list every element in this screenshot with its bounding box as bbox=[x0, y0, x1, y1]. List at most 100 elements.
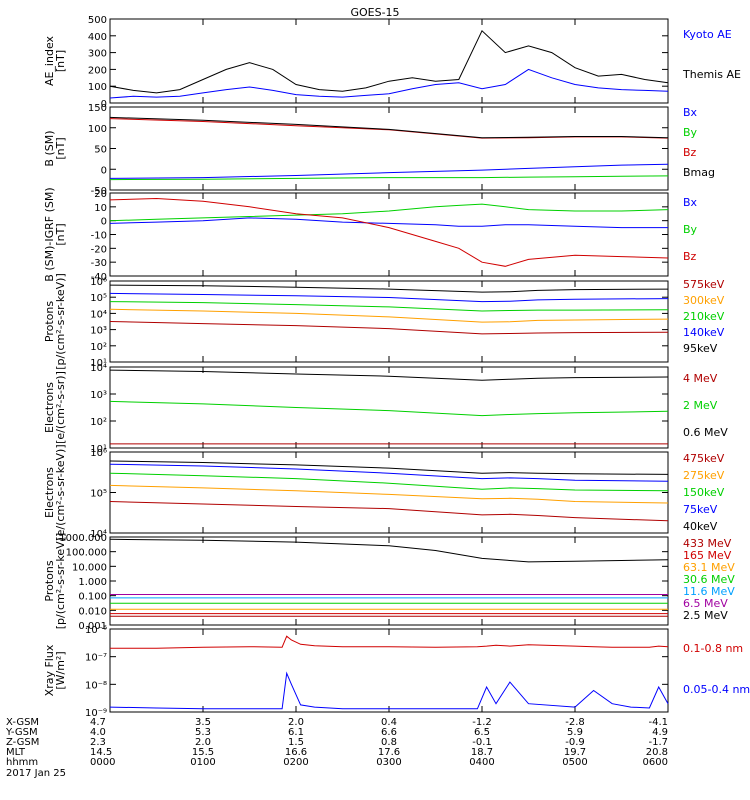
y-tick-label: 10² bbox=[90, 342, 107, 353]
ephemeris-value: 5.3 bbox=[195, 727, 211, 738]
ephemeris-value: 20.8 bbox=[646, 747, 668, 758]
ephemeris-value: 18.7 bbox=[471, 747, 493, 758]
legend-entry: Bmag bbox=[683, 166, 715, 179]
legend-entry: 150keV bbox=[683, 486, 725, 499]
ephemeris-table: X-GSM 4.7 3.5 2.0 0.4 -1.2 -2.8 -4.1 Y-GSM 4.0 5.3… bbox=[5, 717, 668, 768]
y-tick-label: 10¹ bbox=[90, 358, 107, 369]
ephemeris-value: 6.6 bbox=[381, 727, 397, 738]
ephemeris-value: -1.7 bbox=[648, 737, 668, 748]
legend-entry: Bx bbox=[683, 106, 698, 119]
legend-entry: 2.5 MeV bbox=[683, 609, 728, 622]
y-tick-label: 0.001 bbox=[78, 621, 107, 632]
ephemeris-value: 0200 bbox=[283, 757, 308, 768]
y-tick-label: 20 bbox=[94, 189, 107, 200]
legend-entry: 0.6 MeV bbox=[683, 426, 728, 439]
y-tick-label: 0 bbox=[101, 165, 107, 176]
series-line-2-MeV bbox=[109, 400, 669, 417]
y-tick-label: 10⁻⁸ bbox=[85, 680, 107, 691]
ephemeris-value: -0.1 bbox=[472, 737, 492, 748]
y-axis-label: [e/(cm²-s-sr)] bbox=[54, 371, 67, 444]
ephemeris-value: 2.0 bbox=[195, 737, 211, 748]
panel-electrons-kev: 10⁴ 10⁵ 10⁶ Electrons[e/(cm²-s-sr-keV)] 475k… bbox=[43, 444, 725, 540]
series-line-0.05-0.4-nm bbox=[109, 671, 669, 710]
ephemeris-value: 16.6 bbox=[285, 747, 307, 758]
ephemeris-value: 5.9 bbox=[567, 727, 583, 738]
y-axis-label: Protons bbox=[43, 301, 56, 342]
ephemeris-value: 2.0 bbox=[288, 717, 304, 728]
y-axis-label: [p/(cm²-s-sr-keV)] bbox=[54, 273, 67, 370]
y-tick-label: 0.100 bbox=[78, 592, 107, 603]
y-tick-label: 300 bbox=[88, 49, 107, 60]
ephemeris-value: 17.6 bbox=[378, 747, 400, 758]
legend-entry: 63.1 MeV bbox=[683, 561, 735, 574]
legend-entry: By bbox=[683, 126, 698, 139]
panel-frame bbox=[109, 451, 669, 534]
ephemeris-value: 0400 bbox=[469, 757, 494, 768]
y-tick-label: 0.010 bbox=[78, 606, 107, 617]
ephemeris-value: 0.8 bbox=[381, 737, 397, 748]
y-tick-label: 100.000 bbox=[66, 548, 107, 559]
y-tick-label: 10² bbox=[90, 417, 107, 428]
series-line-95keV bbox=[109, 284, 669, 293]
legend-entry: 4 MeV bbox=[683, 372, 718, 385]
legend-entry: 75keV bbox=[683, 503, 718, 516]
ephemeris-row-label: MLT bbox=[6, 747, 26, 758]
series-line-2.5-MeV bbox=[109, 538, 669, 563]
y-axis-label: [nT] bbox=[54, 223, 67, 245]
y-tick-label: 400 bbox=[88, 32, 107, 43]
series-line-150keV bbox=[109, 472, 669, 492]
y-tick-label: 200 bbox=[88, 65, 107, 76]
ephemeris-value: -2.8 bbox=[565, 717, 585, 728]
y-tick-label: 10⁵ bbox=[90, 293, 107, 304]
legend-entry: 6.5 MeV bbox=[683, 597, 728, 610]
y-axis-label: AE_index bbox=[43, 35, 56, 86]
series-line-475keV bbox=[109, 501, 669, 522]
ephemeris-value: 0.4 bbox=[381, 717, 397, 728]
legend-entry: Bz bbox=[683, 250, 697, 263]
y-tick-label: 150 bbox=[88, 103, 107, 114]
legend-entry: Themis AE bbox=[682, 68, 741, 81]
ephemeris-row-label: hhmm bbox=[6, 757, 38, 768]
ephemeris-value: 0600 bbox=[643, 757, 668, 768]
series-line-0.1-0.8-nm bbox=[110, 635, 669, 649]
y-tick-label: -40 bbox=[91, 272, 107, 283]
legend-entry: 0.05-0.4 nm bbox=[683, 683, 750, 696]
y-tick-label: 10⁴ bbox=[90, 309, 107, 320]
panel-bigrf: -40 -30 -20 -10 0 10 20 B (SM)-IGRF (SM)[nT] Bx B… bbox=[43, 187, 698, 283]
y-tick-label: 10⁴ bbox=[90, 363, 107, 374]
ephemeris-row-label: X-GSM bbox=[6, 717, 39, 728]
series-line-0.6-MeV bbox=[109, 369, 669, 381]
series-line-Themis-AE bbox=[109, 29, 669, 94]
series-line-40keV bbox=[109, 460, 669, 475]
ephemeris-value: 0000 bbox=[90, 757, 115, 768]
panel-xray: 10⁻⁹ 10⁻⁸ 10⁻⁷ 10⁻⁶ Xray Flux[W/m²] 0.1-0.8 n… bbox=[43, 625, 750, 719]
series-line-Bx bbox=[109, 217, 668, 229]
ephemeris-value: 0100 bbox=[190, 757, 215, 768]
y-tick-label: 10⁴ bbox=[90, 529, 107, 540]
y-tick-label: 500 bbox=[88, 15, 107, 26]
legend-entry: 2 MeV bbox=[683, 399, 718, 412]
legend-entry: 475keV bbox=[683, 452, 725, 465]
y-tick-label: 10.000 bbox=[72, 562, 107, 573]
ephemeris-value: -0.9 bbox=[565, 737, 585, 748]
y-tick-label: -10 bbox=[91, 231, 107, 242]
y-tick-label: -30 bbox=[91, 258, 107, 269]
y-tick-label: 10⁻⁹ bbox=[85, 708, 107, 719]
ephemeris-value: 14.5 bbox=[90, 747, 112, 758]
legend-entry: 210keV bbox=[683, 310, 725, 323]
ephemeris-row-label: Y-GSM bbox=[5, 727, 38, 738]
legend-entry: 30.6 MeV bbox=[683, 573, 735, 586]
legend-entry: 433 MeV bbox=[683, 537, 732, 550]
panel-electrons-mev: 10¹ 10² 10³ 10⁴ Electrons[e/(cm²-s-sr)] 4 MeV… bbox=[43, 363, 728, 455]
ephemeris-value: 4.9 bbox=[652, 727, 668, 738]
ephemeris-value: 0500 bbox=[562, 757, 587, 768]
y-tick-label: -50 bbox=[91, 186, 107, 197]
y-tick-label: 10 bbox=[94, 203, 107, 214]
ephemeris-value: 19.7 bbox=[564, 747, 586, 758]
y-axis-label: B (SM)-IGRF (SM) bbox=[43, 187, 56, 281]
panel-frame bbox=[109, 366, 669, 449]
series-line-210keV bbox=[109, 301, 669, 312]
ephemeris-value: 0300 bbox=[376, 757, 401, 768]
y-tick-label: 10⁵ bbox=[90, 489, 107, 500]
legend-entry: 575keV bbox=[683, 278, 725, 291]
